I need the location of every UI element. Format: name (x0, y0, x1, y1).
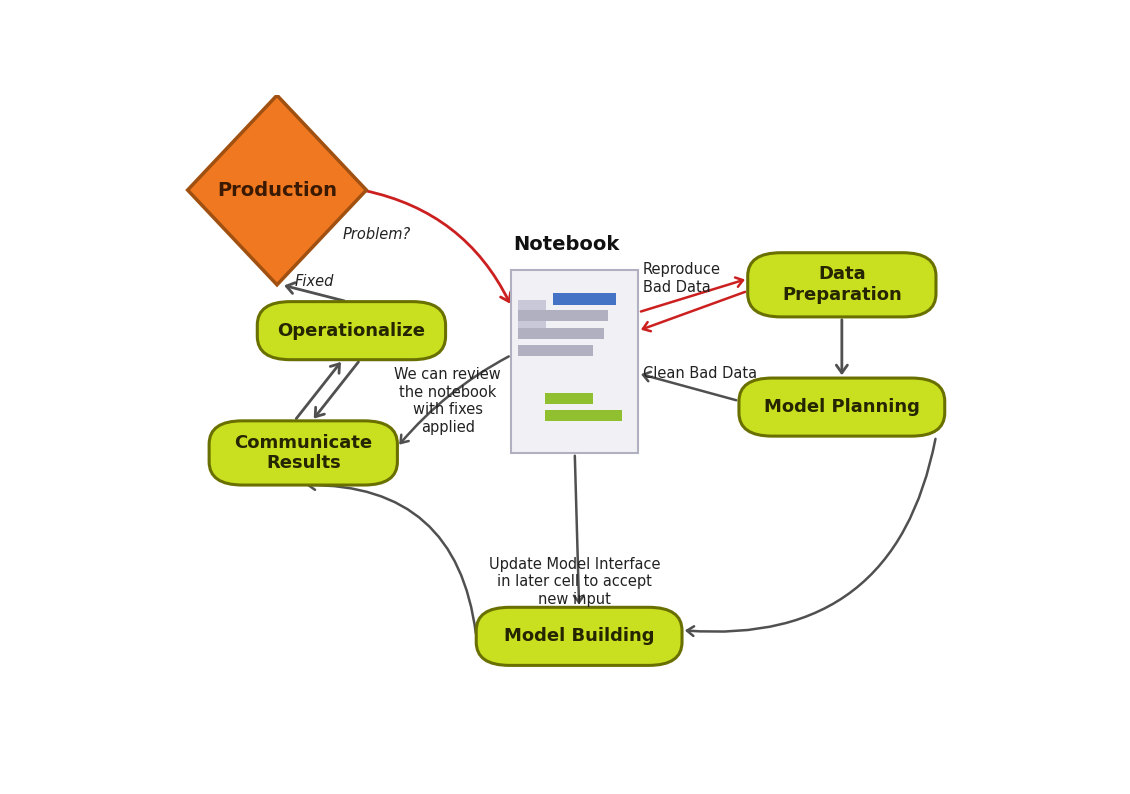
Text: Problem?: Problem? (342, 227, 411, 241)
Text: Notebook: Notebook (513, 235, 619, 254)
Text: We can review
the notebook
with fixes
applied: We can review the notebook with fixes ap… (394, 368, 501, 434)
Text: Update Model Interface
in later cell to accept
new input: Update Model Interface in later cell to … (489, 557, 661, 607)
FancyArrowPatch shape (400, 357, 508, 443)
Bar (554, 293, 616, 305)
FancyArrowPatch shape (643, 292, 745, 331)
Text: Clean Bad Data: Clean Bad Data (643, 366, 757, 381)
FancyBboxPatch shape (209, 421, 398, 485)
Text: Fixed: Fixed (295, 275, 334, 289)
FancyArrowPatch shape (365, 191, 511, 302)
Bar (519, 345, 593, 356)
Bar (545, 393, 593, 404)
Text: Operationalize: Operationalize (278, 322, 425, 340)
Bar (519, 310, 608, 322)
FancyArrowPatch shape (296, 364, 339, 418)
FancyBboxPatch shape (739, 378, 945, 436)
FancyArrowPatch shape (574, 456, 584, 603)
Text: Model Building: Model Building (504, 627, 654, 646)
FancyArrowPatch shape (643, 372, 737, 400)
FancyBboxPatch shape (258, 302, 445, 360)
FancyArrowPatch shape (836, 320, 848, 373)
FancyArrowPatch shape (641, 277, 744, 311)
Text: Reproduce
Bad Data: Reproduce Bad Data (643, 263, 721, 295)
Text: Communicate
Results: Communicate Results (234, 434, 372, 472)
FancyArrowPatch shape (687, 439, 936, 636)
FancyArrowPatch shape (286, 283, 345, 301)
Text: Production: Production (217, 180, 337, 199)
FancyBboxPatch shape (748, 252, 936, 317)
FancyArrowPatch shape (315, 362, 358, 417)
Polygon shape (188, 95, 366, 285)
Text: Model Planning: Model Planning (764, 398, 920, 416)
FancyArrowPatch shape (308, 480, 476, 634)
FancyBboxPatch shape (476, 607, 683, 665)
Text: Data
Preparation: Data Preparation (782, 265, 902, 304)
Bar (519, 300, 546, 337)
Bar (519, 328, 605, 338)
FancyBboxPatch shape (511, 269, 638, 453)
Bar (545, 410, 622, 421)
